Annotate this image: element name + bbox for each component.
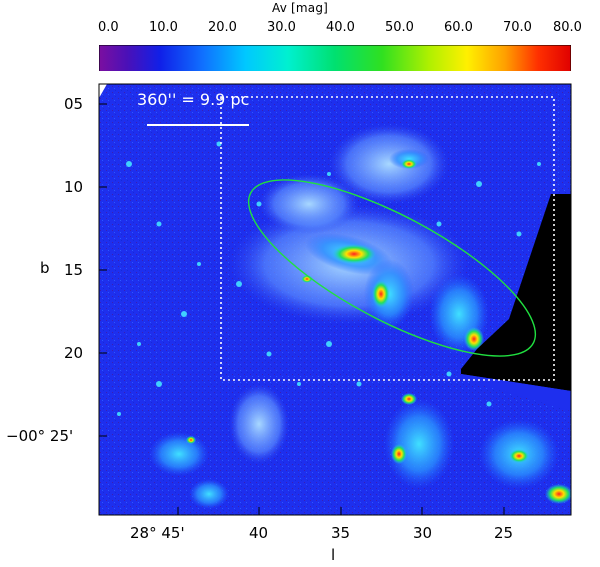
x-axis-label: l xyxy=(331,546,336,564)
colorbar-tick-0: 0.0 xyxy=(98,20,119,35)
dense-core-3 xyxy=(464,327,484,351)
dense-core-5 xyxy=(301,275,313,283)
colorbar-tick-7: 70.0 xyxy=(503,20,532,35)
bottom-cloud-1 xyxy=(229,384,289,464)
colorbar xyxy=(99,45,571,75)
bottom-cloud-3 xyxy=(189,479,229,509)
dense-core-4 xyxy=(401,159,417,169)
diffuse-cloud-north xyxy=(329,124,449,204)
unobserved-corner-top-left xyxy=(99,84,107,98)
x-tick-2: 35 xyxy=(331,524,351,542)
scale-bar-label: 360'' = 9.9 pc xyxy=(137,90,250,109)
x-tick-0: 28° 45' xyxy=(130,524,185,542)
colorbar-tick-8: 80.0 xyxy=(553,20,582,35)
x-tick-1: 40 xyxy=(249,524,269,542)
bottom-core-2 xyxy=(509,449,529,463)
diffuse-cloud-west xyxy=(259,174,359,234)
dense-core-2 xyxy=(372,280,390,308)
y-tick-4: −00° 25' xyxy=(6,427,74,445)
bottom-cloud-4 xyxy=(384,399,454,489)
y-tick-0: 05 xyxy=(64,95,84,113)
extinction-map xyxy=(99,84,571,515)
colorbar-tick-4: 40.0 xyxy=(326,20,355,35)
bottom-core-4 xyxy=(401,393,417,405)
y-tick-3: 20 xyxy=(64,344,84,362)
bottom-core-1 xyxy=(391,444,407,464)
x-tick-3: 30 xyxy=(413,524,433,542)
colorbar-tick-3: 30.0 xyxy=(267,20,296,35)
masked-region xyxy=(461,194,571,391)
y-tick-1: 10 xyxy=(64,178,84,196)
bottom-core-3 xyxy=(545,484,571,504)
x-tick-4: 25 xyxy=(494,524,514,542)
dense-core-1 xyxy=(332,244,376,264)
colorbar-tick-5: 50.0 xyxy=(385,20,414,35)
colorbar-tick-1: 10.0 xyxy=(149,20,178,35)
point-sources xyxy=(117,141,541,416)
bottom-core-5 xyxy=(186,436,196,444)
colorbar-tick-2: 20.0 xyxy=(208,20,237,35)
cloud-ellipse xyxy=(247,179,537,357)
y-axis-label: b xyxy=(40,259,50,277)
colorbar-tick-6: 60.0 xyxy=(444,20,473,35)
extinction-map-panel: 360'' = 9.9 pc xyxy=(99,84,571,515)
colorbar-title: Av [mag] xyxy=(272,1,329,15)
y-tick-2: 15 xyxy=(64,261,84,279)
region-outline-box xyxy=(220,96,555,381)
